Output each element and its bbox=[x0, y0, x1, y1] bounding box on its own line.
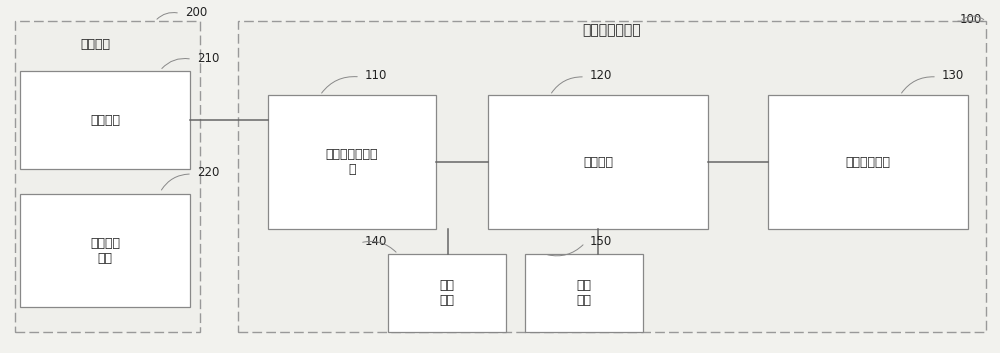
FancyBboxPatch shape bbox=[488, 95, 708, 229]
FancyBboxPatch shape bbox=[20, 71, 190, 169]
Text: 140: 140 bbox=[365, 235, 387, 248]
Text: 功能选择
按键: 功能选择 按键 bbox=[90, 237, 120, 265]
FancyBboxPatch shape bbox=[15, 21, 200, 332]
Text: 220: 220 bbox=[197, 167, 219, 179]
Text: 130: 130 bbox=[942, 70, 964, 82]
Text: 按键信号检测电
路: 按键信号检测电 路 bbox=[326, 148, 378, 176]
Text: 充电
电路: 充电 电路 bbox=[577, 279, 592, 307]
FancyBboxPatch shape bbox=[268, 95, 436, 229]
Text: 100: 100 bbox=[960, 13, 982, 26]
Text: 童锁按键: 童锁按键 bbox=[90, 114, 120, 126]
FancyBboxPatch shape bbox=[20, 194, 190, 307]
FancyBboxPatch shape bbox=[525, 254, 643, 332]
Text: 遥控器控制装置: 遥控器控制装置 bbox=[583, 23, 641, 37]
FancyBboxPatch shape bbox=[238, 21, 986, 332]
FancyBboxPatch shape bbox=[388, 254, 506, 332]
Text: 150: 150 bbox=[590, 235, 612, 248]
Text: 110: 110 bbox=[365, 70, 387, 82]
Text: 射频发射电路: 射频发射电路 bbox=[846, 156, 891, 169]
Text: 210: 210 bbox=[197, 52, 219, 65]
Text: 微处理器: 微处理器 bbox=[583, 156, 613, 169]
FancyBboxPatch shape bbox=[768, 95, 968, 229]
Text: 120: 120 bbox=[590, 70, 612, 82]
Text: 200: 200 bbox=[185, 6, 207, 19]
Text: 电源
电路: 电源 电路 bbox=[440, 279, 454, 307]
Text: 触摸面板: 触摸面板 bbox=[80, 38, 110, 50]
